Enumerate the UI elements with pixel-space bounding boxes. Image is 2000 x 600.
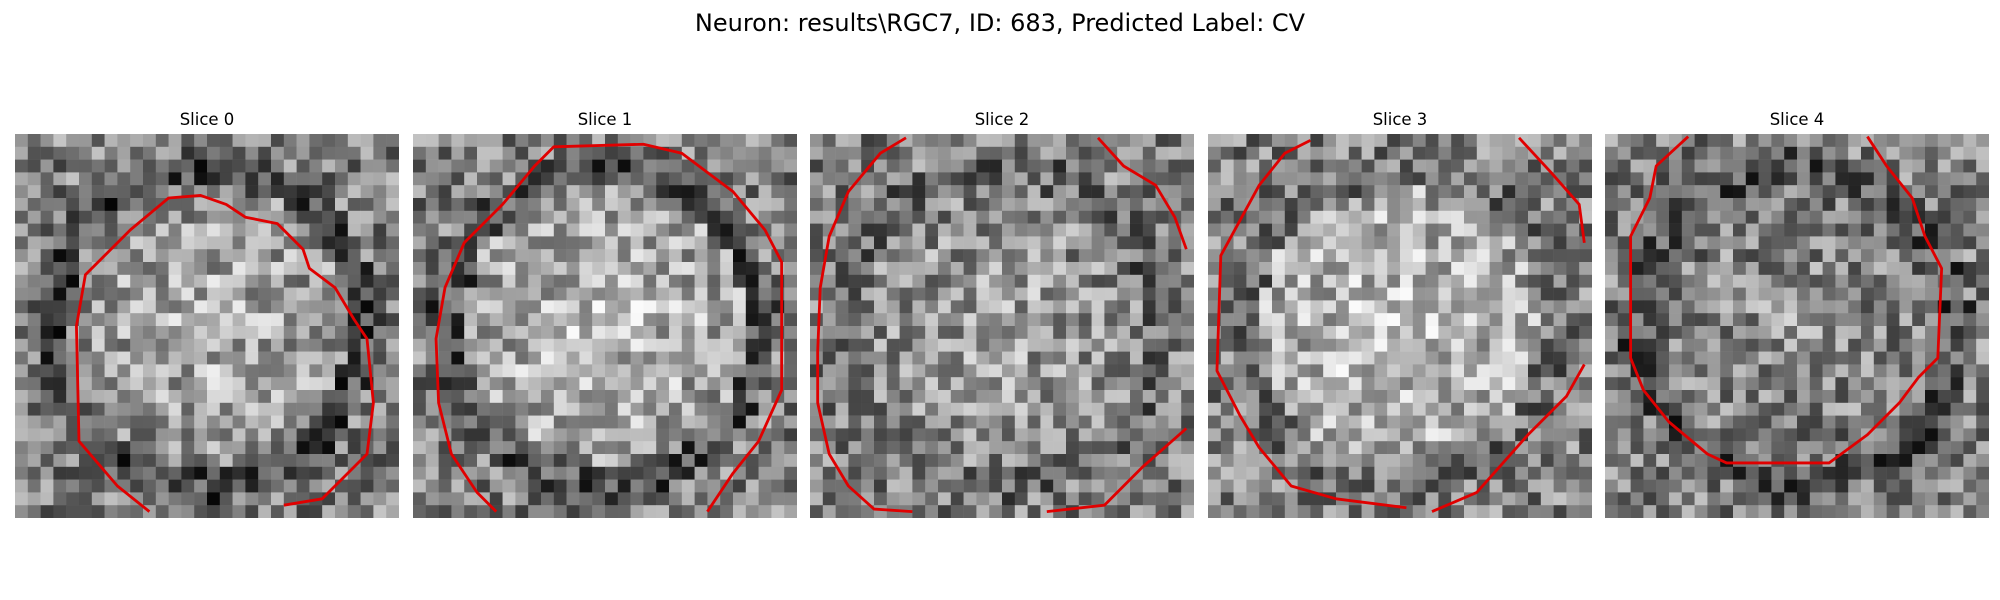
slice-3-title: Slice 3: [1372, 110, 1428, 129]
contour-line: [1215, 139, 1407, 510]
contour-line: [75, 194, 375, 513]
slice-1-image: [413, 134, 797, 518]
slice-1-title: Slice 1: [577, 110, 633, 129]
slice-pixels: [1208, 134, 1592, 518]
contour-line: [816, 136, 913, 514]
slice-pixels: [413, 134, 797, 518]
slice-0-title: Slice 0: [179, 110, 235, 129]
slice-0-image: [15, 134, 399, 518]
slice-2-title: Slice 2: [974, 110, 1030, 129]
contour-line: [1629, 135, 1944, 465]
slice-pixels: [1605, 134, 1989, 518]
slice-3-image: [1208, 134, 1592, 518]
slice-2-image: [810, 134, 1194, 518]
contour-line: [1046, 427, 1188, 513]
contour-line: [1096, 136, 1188, 250]
figure-title: Neuron: results\RGC7, ID: 683, Predicted…: [694, 9, 1306, 37]
slice-pixels: [810, 134, 1194, 518]
slice-pixels: [15, 134, 399, 518]
slice-4-image: [1605, 134, 1989, 518]
slice-4-title: Slice 4: [1769, 110, 1825, 129]
contour-line: [434, 142, 784, 513]
contour-line: [1518, 136, 1586, 243]
contour-line: [1431, 363, 1586, 513]
